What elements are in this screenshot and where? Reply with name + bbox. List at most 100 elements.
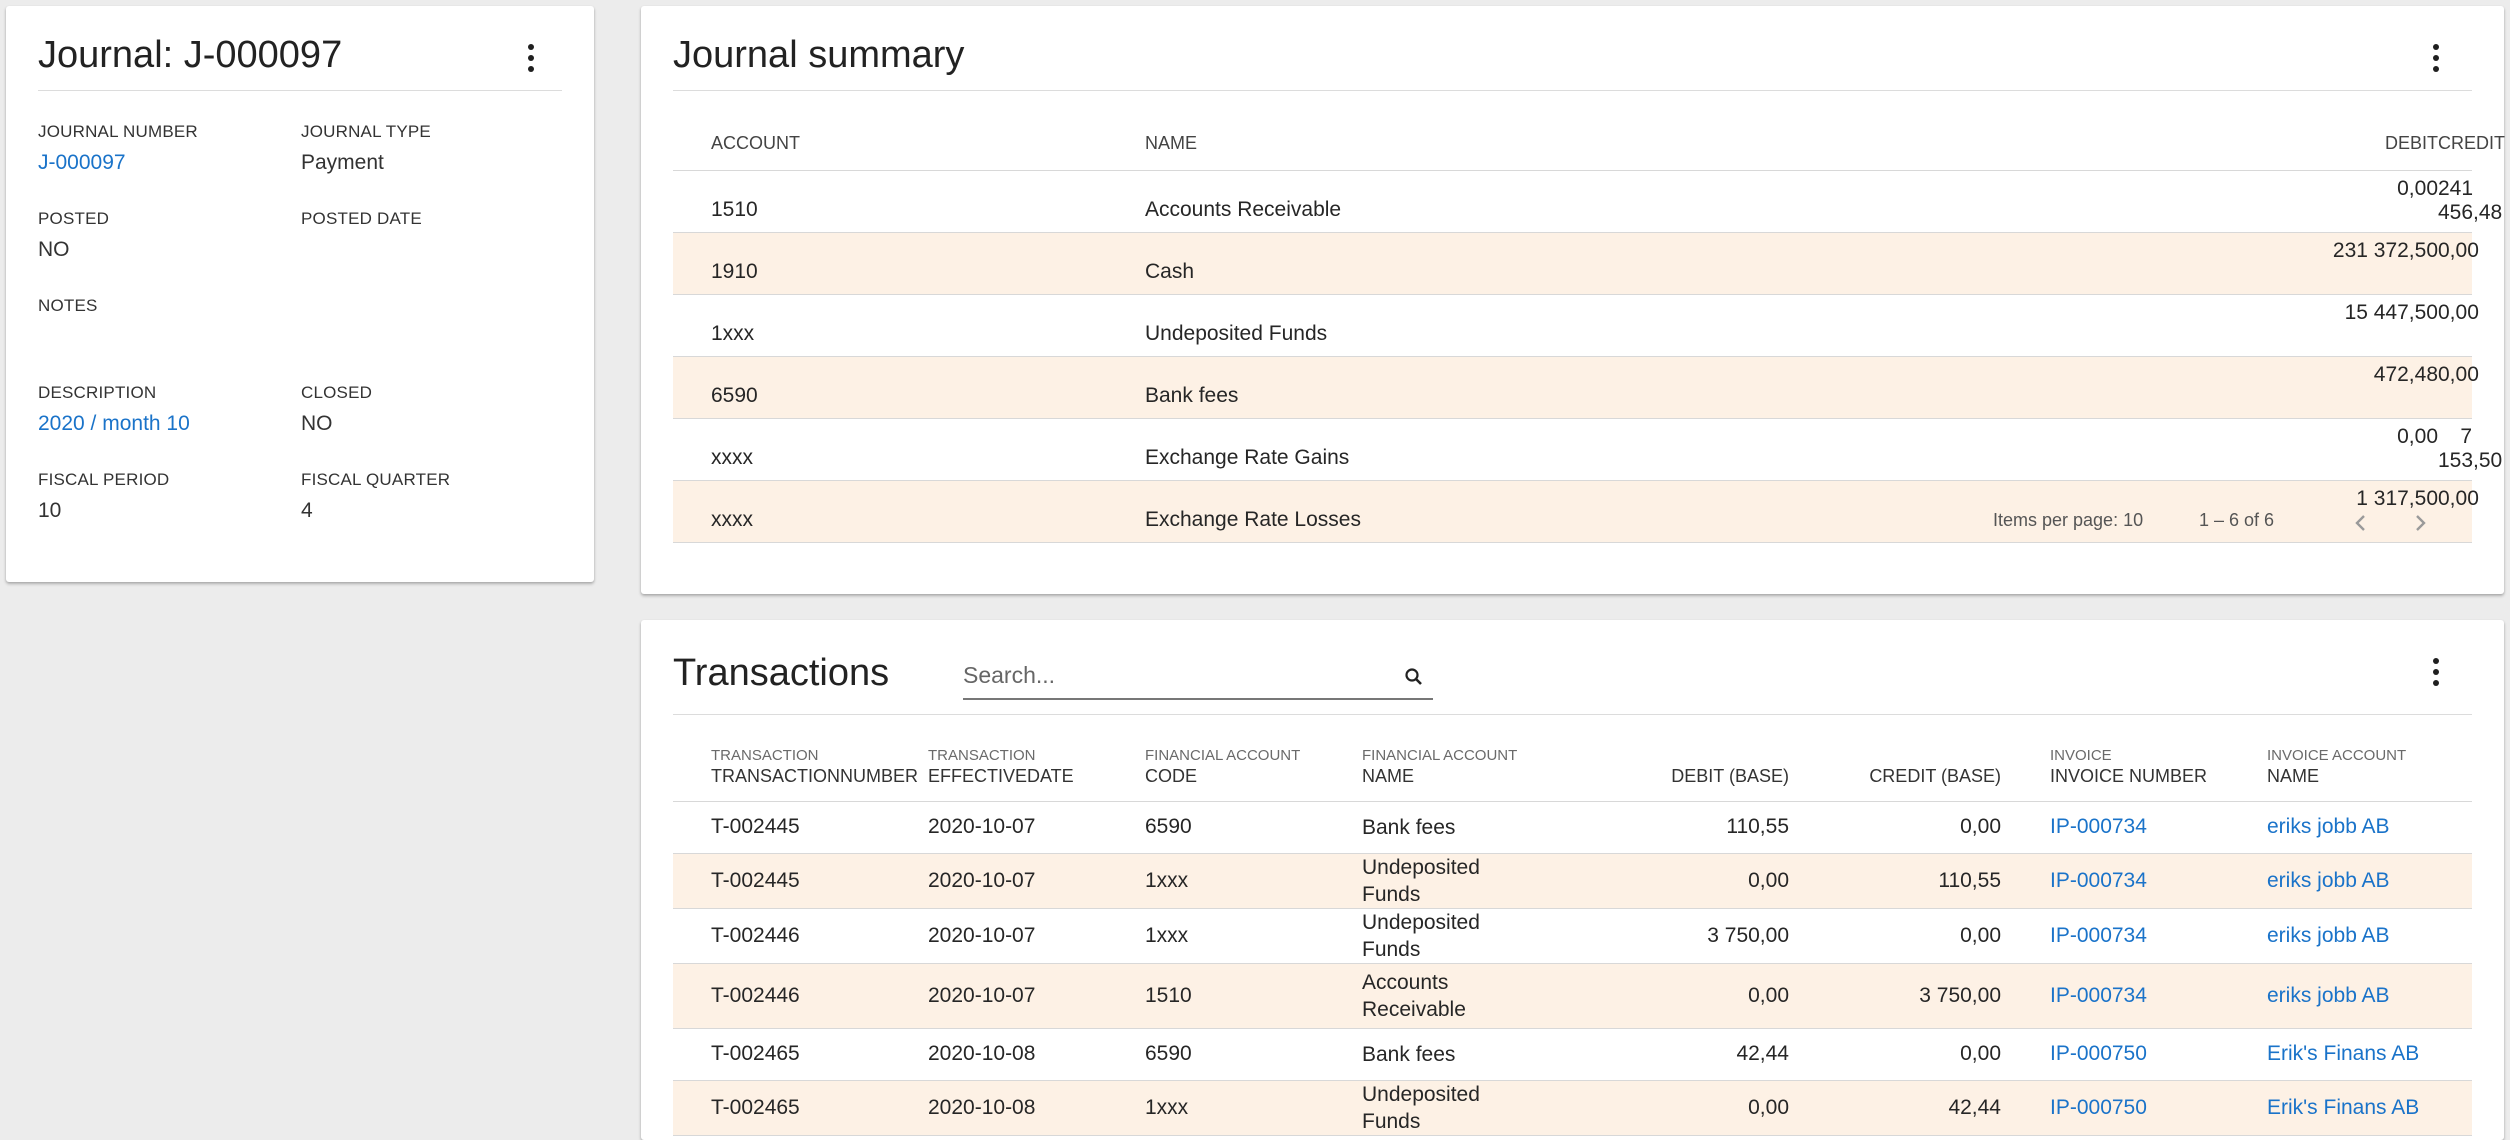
invoice-account-link[interactable]: eriks jobb AB [2267,963,2472,1029]
row-spacer [673,801,711,854]
invoice-account-link[interactable]: eriks jobb AB [2267,908,2472,964]
account-code-cell: 6590 [1145,1028,1362,1081]
column-credit[interactable]: CREDIT [2438,116,2505,171]
summary-account-cell: xxxx [711,418,1145,481]
transactions-header-row: TRANSACTION TRANSACTIONNUMBER TRANSACTION E… [673,730,2472,802]
column-transaction-number[interactable]: TRANSACTION TRANSACTIONNUMBER [711,730,928,802]
field-journal-number: JOURNAL NUMBER J-000097 [38,122,198,175]
summary-row[interactable]: 1910 Cash 231 372,50 0,00 [673,232,2479,295]
transactions-title-divider [673,714,2472,715]
account-name-cell: Bank fees [1362,1028,1579,1081]
column-effective-date[interactable]: TRANSACTION EFFECTIVEDATE [928,730,1145,802]
transactions-menu-icon[interactable] [2427,654,2445,690]
summary-row[interactable]: 1510 Accounts Receivable 0,00 241 456,48 [673,170,2502,233]
summary-header-row: ACCOUNT NAME DEBIT CREDIT [673,116,2505,171]
column-group-label: INVOICE ACCOUNT [2267,746,2407,764]
summary-title: Journal summary [673,34,965,76]
transaction-row[interactable]: T-002446 2020-10-07 1510 Accounts Receivabl… [673,963,2472,1029]
transactions-title: Transactions [673,652,890,694]
invoice-number-link[interactable]: IP-000734 [2050,963,2267,1029]
invoice-number-link[interactable]: IP-000734 [2050,908,2267,964]
row-spacer [673,294,711,357]
field-label: DESCRIPTION [38,383,157,402]
search-icon[interactable] [1403,666,1425,688]
invoice-number-link[interactable]: IP-000734 [2050,801,2267,854]
items-per-page[interactable]: Items per page: 10 [1993,510,2144,530]
pager-range: 1 – 6 of 6 [2199,510,2275,530]
column-label: EFFECTIVEDATE [928,765,1074,786]
summary-row[interactable]: 6590 Bank fees 472,48 0,00 [673,356,2479,419]
account-code-cell: 1510 [1145,963,1362,1029]
transaction-row[interactable]: T-002445 2020-10-07 1xxx Undeposited Funds 0… [673,853,2472,909]
transaction-number-cell: T-002465 [711,1028,928,1081]
journal-number-link[interactable]: J-000097 [38,151,126,174]
summary-row[interactable]: 1xxx Undeposited Funds 15 447,50 0,00 [673,294,2479,357]
summary-account-cell: 1510 [711,170,1145,233]
invoice-account-link[interactable]: Erik's Finans AB [2267,1080,2472,1136]
account-name-cell: Bank fees [1362,801,1579,854]
transactions-table: TRANSACTION TRANSACTIONNUMBER TRANSACTION E… [673,730,2472,1136]
search-field[interactable] [963,656,1433,700]
previous-page-button[interactable] [2344,506,2378,540]
column-name[interactable]: NAME [1145,116,2005,171]
summary-credit-cell: 0,00 [2438,356,2479,419]
invoice-account-link[interactable]: eriks jobb AB [2267,853,2472,909]
column-credit-base[interactable]: CREDIT (BASE) [1789,730,2001,802]
summary-row[interactable]: xxxx Exchange Rate Losses 1 317,50 0,00 [673,480,2479,543]
invoice-number-link[interactable]: IP-000734 [2050,853,2267,909]
debit-cell: 42,44 [1579,1028,1789,1081]
account-code-cell: 1xxx [1145,853,1362,909]
journal-card: Journal: J-000097 JOURNAL NUMBER J-00009… [6,6,594,582]
debit-cell: 0,00 [1579,963,1789,1029]
column-label: DEBIT (BASE) [1671,765,1789,786]
debit-cell: 0,00 [1579,853,1789,909]
description-link[interactable]: 2020 / month 10 [38,412,190,435]
header-spacer [673,730,711,802]
column-debit-base[interactable]: DEBIT (BASE) [1579,730,1789,802]
invoice-account-link[interactable]: Erik's Finans AB [2267,1028,2472,1081]
transaction-row[interactable]: T-002465 2020-10-08 1xxx Undeposited Funds 0… [673,1080,2472,1136]
journal-title-divider [38,90,562,91]
credit-cell: 3 750,00 [1789,963,2001,1029]
column-account-name[interactable]: FINANCIAL ACCOUNT NAME [1362,730,1579,802]
invoice-number-link[interactable]: IP-000750 [2050,1028,2267,1081]
field-posted: POSTED NO [38,209,109,262]
credit-cell: 0,00 [1789,801,2001,854]
journal-menu-icon[interactable] [522,40,540,76]
transaction-number-cell: T-002446 [711,963,928,1029]
field-label: CLOSED [301,383,373,402]
row-spacer [673,1080,711,1136]
field-journal-type: JOURNAL TYPE Payment [301,122,431,175]
summary-name-cell: Bank fees [1145,356,2005,419]
summary-row[interactable]: xxxx Exchange Rate Gains 0,00 7 153,50 [673,418,2502,481]
column-account-code[interactable]: FINANCIAL ACCOUNT CODE [1145,730,1362,802]
transaction-number-cell: T-002445 [711,801,928,854]
invoice-number-link[interactable]: IP-000750 [2050,1080,2267,1136]
field-fiscal-quarter: FISCAL QUARTER 4 [301,470,450,523]
column-invoice-number[interactable]: INVOICE INVOICE NUMBER [2050,730,2267,802]
column-label: INVOICE NUMBER [2050,765,2208,786]
summary-name-cell: Exchange Rate Gains [1145,418,2005,481]
cell-gap [2001,908,2050,964]
transaction-row[interactable]: T-002445 2020-10-07 6590 Bank fees 110,55 0,0… [673,801,2472,854]
column-account[interactable]: ACCOUNT [711,116,1145,171]
summary-debit-cell: 0,00 [2005,170,2438,233]
field-value: NO [38,238,70,261]
field-label: JOURNAL TYPE [301,122,431,141]
summary-name-cell: Cash [1145,232,2005,295]
summary-account-cell: 6590 [711,356,1145,419]
transaction-row[interactable]: T-002446 2020-10-07 1xxx Undeposited Funds 3… [673,908,2472,964]
field-value: NO [301,412,333,435]
summary-menu-icon[interactable] [2427,40,2445,76]
cell-gap [2001,853,2050,909]
invoice-account-link[interactable]: eriks jobb AB [2267,801,2472,854]
summary-debit-cell: 472,48 [2005,356,2438,419]
row-spacer [673,170,711,233]
account-code-cell: 1xxx [1145,908,1362,964]
column-debit[interactable]: DEBIT [2005,116,2438,171]
column-invoice-account-name[interactable]: INVOICE ACCOUNT NAME [2267,730,2472,802]
next-page-button[interactable] [2403,506,2437,540]
column-label: TRANSACTIONNUMBER [711,765,919,786]
transaction-row[interactable]: T-002465 2020-10-08 6590 Bank fees 42,44 0,00… [673,1028,2472,1081]
search-input[interactable] [963,656,1363,694]
